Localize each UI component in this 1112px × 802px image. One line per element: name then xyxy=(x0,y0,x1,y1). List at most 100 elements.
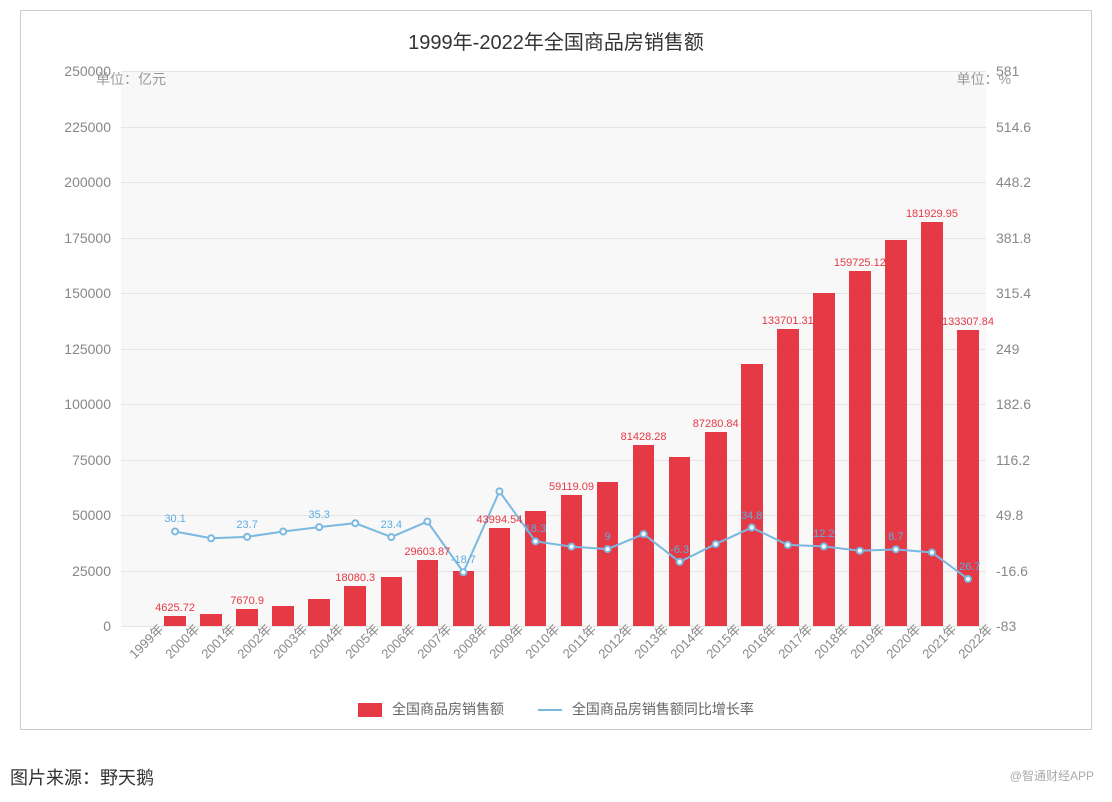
x-tick: 2005年 xyxy=(340,619,383,662)
bar xyxy=(308,599,330,626)
bar-value-label: 18080.3 xyxy=(335,572,375,584)
bar xyxy=(489,528,511,626)
bar-value-label: 59119.09 xyxy=(549,481,594,493)
y-left-tick: 50000 xyxy=(72,507,111,523)
x-tick: 2013年 xyxy=(629,619,672,662)
legend: 全国商品房销售额 全国商品房销售额同比增长率 xyxy=(21,699,1091,719)
chart-title: 1999年-2022年全国商品房销售额 xyxy=(21,26,1091,55)
line-value-label: -26.7 xyxy=(955,561,980,573)
y-left-tick: 75000 xyxy=(72,452,111,468)
line-value-label: 34.8 xyxy=(741,510,762,522)
y-left-tick: 25000 xyxy=(72,563,111,579)
bar-value-label: 29603.87 xyxy=(404,546,450,558)
x-tick: 2019年 xyxy=(845,619,888,662)
bar-value-label: 159725.12 xyxy=(834,257,886,269)
bar xyxy=(957,330,979,626)
y-right-tick: 49.8 xyxy=(996,507,1023,523)
x-tick: 2014年 xyxy=(665,619,708,662)
bar xyxy=(344,586,366,626)
y-left-tick: 175000 xyxy=(64,230,111,246)
x-tick: 2021年 xyxy=(917,619,960,662)
y-right-tick: 249 xyxy=(996,341,1019,357)
x-tick: 2010年 xyxy=(521,619,564,662)
bar xyxy=(849,271,871,626)
watermark: @智通财经APP xyxy=(1010,767,1094,784)
line-value-label: -18.7 xyxy=(451,554,476,566)
y-left-tick: 200000 xyxy=(64,174,111,190)
y-right-tick: 315.4 xyxy=(996,285,1031,301)
y-right-tick: -83 xyxy=(996,618,1016,634)
bar xyxy=(417,560,439,626)
bar xyxy=(813,293,835,626)
bar xyxy=(777,329,799,626)
y-left-tick: 0 xyxy=(103,618,111,634)
bar xyxy=(381,577,403,626)
plot-area: 单位：亿元 单位：% 02500050000750001000001250001… xyxy=(91,71,1016,626)
chart-container: 1999年-2022年全国商品房销售额 单位：亿元 单位：% 025000500… xyxy=(20,10,1092,730)
x-tick: 2003年 xyxy=(268,619,311,662)
x-tick: 2022年 xyxy=(953,619,996,662)
y-left-tick: 225000 xyxy=(64,119,111,135)
legend-item-bar: 全国商品房销售额 xyxy=(358,699,504,719)
bar-value-label: 4625.72 xyxy=(155,602,195,614)
y-left-tick: 125000 xyxy=(64,341,111,357)
x-tick: 2015年 xyxy=(701,619,744,662)
y-right-tick: 514.6 xyxy=(996,119,1031,135)
bar-value-label: 181929.95 xyxy=(906,208,958,220)
bar-value-label: 43994.54 xyxy=(476,514,522,526)
x-tick: 2002年 xyxy=(232,619,275,662)
bar-value-label: 87280.84 xyxy=(693,418,739,430)
bar-value-label: 133307.84 xyxy=(942,316,994,328)
line-value-label: 30.1 xyxy=(164,513,185,525)
x-tick: 2007年 xyxy=(413,619,456,662)
bar xyxy=(272,606,294,626)
x-tick: 2020年 xyxy=(881,619,924,662)
x-tick: 2018年 xyxy=(809,619,852,662)
line-value-label: 18.3 xyxy=(525,523,546,535)
bar xyxy=(705,432,727,626)
line-value-label: 23.7 xyxy=(236,519,257,531)
y-right-tick: 448.2 xyxy=(996,174,1031,190)
line-value-label: 9 xyxy=(605,531,611,543)
bar xyxy=(669,457,691,626)
bar xyxy=(597,482,619,626)
y-right-tick: 581 xyxy=(996,63,1019,79)
line-value-label: 23.4 xyxy=(381,519,402,531)
y-right-tick: 381.8 xyxy=(996,230,1031,246)
line-value-label: 12.2 xyxy=(813,528,834,540)
image-caption: 图片来源：野天鹅 xyxy=(10,764,154,790)
x-tick: 1999年 xyxy=(124,619,167,662)
line-value-label: 35.3 xyxy=(309,509,330,521)
bar xyxy=(561,495,583,626)
y-right-tick: 182.6 xyxy=(996,396,1031,412)
x-tick: 2016年 xyxy=(737,619,780,662)
line-value-label: -6.3 xyxy=(670,544,689,556)
bar-value-label: 133701.31 xyxy=(762,315,814,327)
y-left-tick: 150000 xyxy=(64,285,111,301)
y-right-tick: 116.2 xyxy=(996,452,1030,468)
x-axis: 1999年2000年2001年2002年2003年2004年2005年2006年… xyxy=(121,624,991,674)
x-tick: 2001年 xyxy=(196,619,239,662)
legend-swatch-line-icon xyxy=(538,709,562,711)
x-tick: 2017年 xyxy=(773,619,816,662)
x-tick: 2000年 xyxy=(160,619,203,662)
legend-bar-label: 全国商品房销售额 xyxy=(392,701,504,717)
bar-series xyxy=(121,71,986,626)
y-right-tick: -16.6 xyxy=(996,563,1028,579)
bar xyxy=(453,571,475,627)
y-left-tick: 100000 xyxy=(64,396,111,412)
x-tick: 2009年 xyxy=(485,619,528,662)
bar-value-label: 7670.9 xyxy=(230,595,264,607)
x-tick: 2011年 xyxy=(557,620,599,662)
legend-line-label: 全国商品房销售额同比增长率 xyxy=(572,701,754,717)
line-value-label: 8.7 xyxy=(888,531,903,543)
x-tick: 2008年 xyxy=(449,619,492,662)
bar xyxy=(633,445,655,626)
y-left-tick: 250000 xyxy=(64,63,111,79)
bar xyxy=(741,364,763,626)
x-tick: 2006年 xyxy=(376,619,419,662)
x-tick: 2004年 xyxy=(304,619,347,662)
x-tick: 2012年 xyxy=(593,619,636,662)
legend-swatch-bar-icon xyxy=(358,703,382,717)
bar xyxy=(885,240,907,626)
